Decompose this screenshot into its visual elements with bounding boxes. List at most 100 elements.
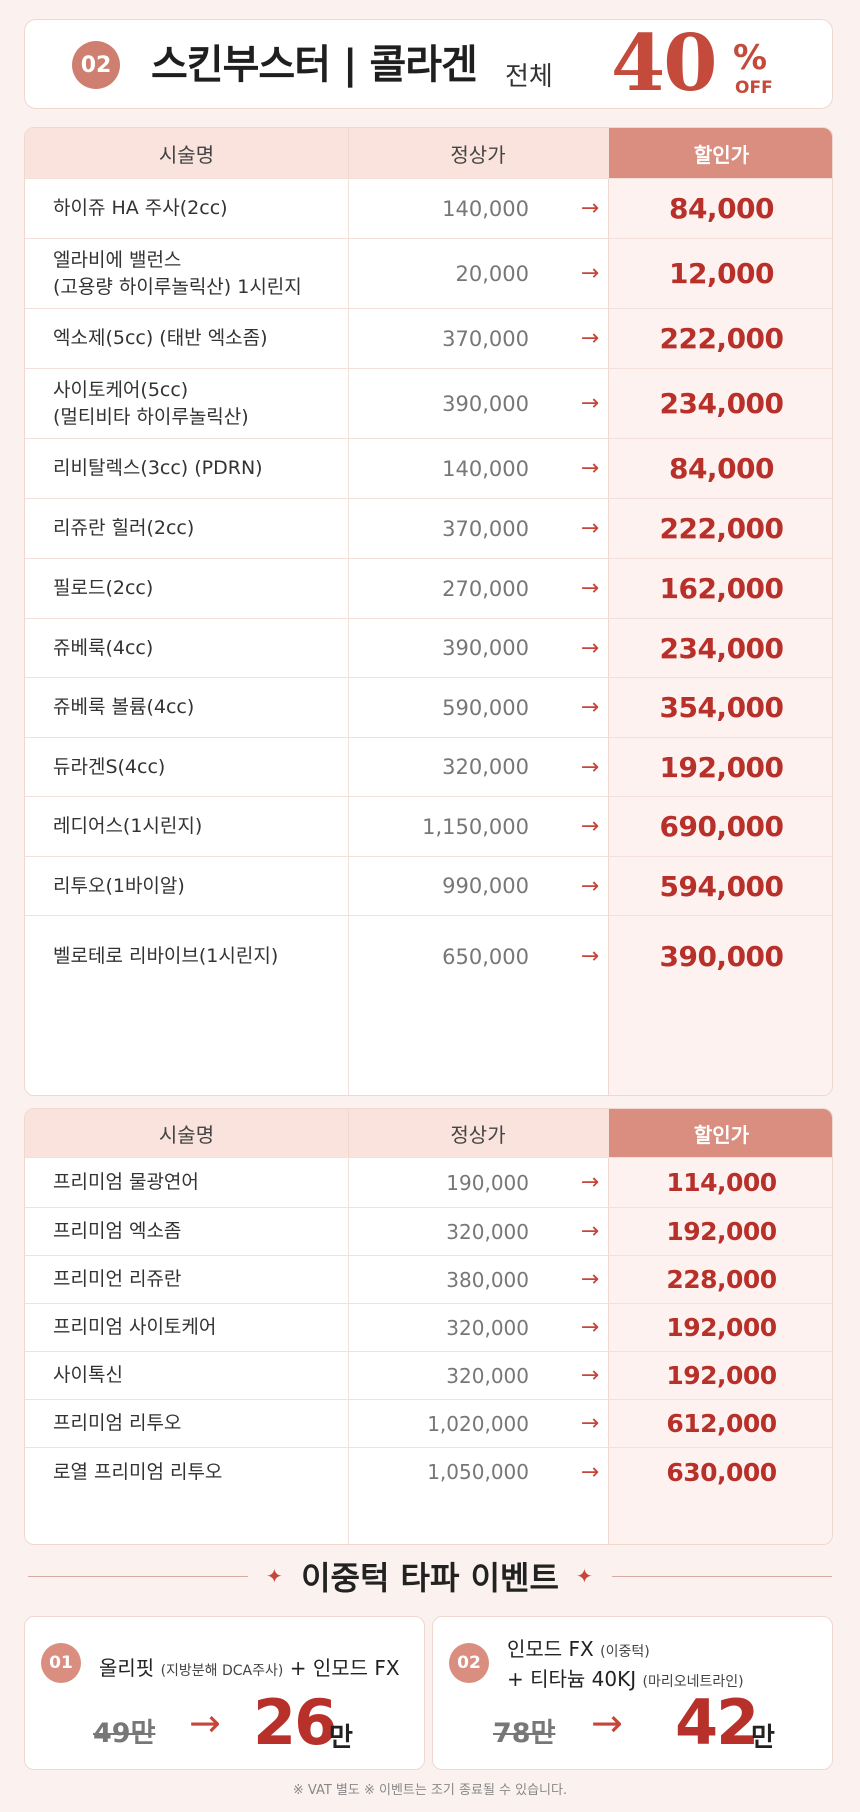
- product-name: 올리핏: [99, 1656, 155, 1680]
- treatment-name-line: 필로드(2cc): [53, 577, 154, 599]
- table-row: 프리미엄 엑소좀 320,000 → 192,000: [25, 1207, 832, 1255]
- treatment-name-line: (멀티비타 하이루놀릭산): [53, 405, 249, 428]
- column-header-name: 시술명: [158, 1122, 215, 1147]
- arrow-icon: →: [580, 1459, 600, 1485]
- sale-price: 390,000: [659, 940, 784, 973]
- treatment-name: 리비탈렉스(3cc) (PDRN): [53, 439, 343, 498]
- regular-price: 320,000: [446, 1219, 529, 1244]
- arrow-icon: →: [591, 1701, 623, 1745]
- sale-price: 228,000: [666, 1265, 777, 1294]
- table-row: 엑소제(5cc) (태반 엑소좀) 370,000 → 222,000: [25, 308, 832, 368]
- treatment-name: 로열 프리미엄 리투오: [53, 1448, 343, 1496]
- divider-line-left: [28, 1576, 248, 1577]
- regular-price: 380,000: [446, 1267, 529, 1292]
- product-name: + 티타늄 40KJ: [507, 1667, 643, 1691]
- column-header-regular-price: 정상가: [450, 142, 506, 167]
- treatment-name: 쥬베룩 볼륨(4cc): [53, 678, 343, 737]
- arrow-icon: →: [580, 456, 600, 481]
- treatment-name-line: 벨로테로 리바이브(1시린지): [53, 945, 279, 967]
- arrow-icon: →: [580, 516, 600, 541]
- event-card-badge: 02: [449, 1643, 489, 1683]
- footer-note: ※ VAT 별도 ※ 이벤트는 조기 종료될 수 있습니다.: [292, 1783, 568, 1798]
- table-header: 시술명 정상가 할인가: [25, 1109, 832, 1157]
- arrow-icon: →: [580, 576, 600, 601]
- product-note: (마리오네트라인): [642, 1674, 744, 1690]
- treatment-name: 프리미엄 사이토케어: [53, 1304, 343, 1351]
- regular-price: 590,000: [442, 695, 529, 720]
- arrow-icon: →: [580, 754, 600, 780]
- sale-column-bg: [609, 178, 832, 1095]
- arrow-icon: →: [580, 1411, 600, 1436]
- section-number-badge: 02: [72, 41, 120, 89]
- section-subtitle: 전체: [505, 62, 553, 92]
- table-row: 벨로테로 리바이브(1시린지) 650,000 → 390,000: [25, 915, 832, 997]
- regular-price: 990,000: [442, 874, 529, 898]
- sale-price: 192,000: [659, 750, 784, 784]
- treatment-name: 듀라겐S(4cc): [53, 738, 343, 796]
- sale-price: 612,000: [666, 1409, 777, 1438]
- arrow-icon: →: [580, 635, 600, 661]
- arrow-icon: →: [580, 1363, 600, 1388]
- original-price: 78만: [493, 1718, 556, 1749]
- treatment-name: 프리미엄 엑소좀: [53, 1208, 343, 1255]
- table-row: 하이쥬 HA 주사(2cc) 140,000 → 84,000: [25, 178, 832, 238]
- treatment-name-line: 프리미언 리쥬란: [53, 1268, 182, 1290]
- regular-price: 650,000: [442, 944, 529, 969]
- event-price: 26: [253, 1686, 337, 1759]
- treatment-name-line: 듀라겐S(4cc): [53, 755, 166, 778]
- table-header: 시술명 정상가 할인가: [25, 128, 832, 178]
- regular-price: 320,000: [446, 1363, 529, 1388]
- table-row: 리비탈렉스(3cc) (PDRN) 140,000 → 84,000: [25, 438, 832, 498]
- star-icon: ✦: [576, 1564, 593, 1588]
- treatment-name: 프리미엄 리투오: [53, 1400, 343, 1447]
- treatment-name-line: 프리미엄 사이토케어: [53, 1316, 217, 1338]
- regular-price: 270,000: [442, 576, 529, 601]
- treatment-name: 프리미엄 물광연어: [53, 1158, 343, 1207]
- sale-price: 222,000: [659, 512, 784, 545]
- table-row: 프리미엄 물광연어 190,000 → 114,000: [25, 1157, 832, 1207]
- regular-price: 1,020,000: [427, 1411, 529, 1436]
- section-header: 02 스킨부스터 | 콜라겐 전체 40 % OFF: [24, 19, 833, 109]
- arrow-icon: →: [580, 261, 600, 286]
- event-card-2: 02 인모드 FX (이중턱) + 티타늄 40KJ (마리오네트라인) 78만…: [432, 1616, 833, 1770]
- sale-price: 690,000: [659, 810, 784, 843]
- treatment-name: 레디어스(1시린지): [53, 797, 343, 856]
- treatment-name: 사이톡신: [53, 1352, 343, 1399]
- treatment-name-line: 프리미엄 물광연어: [53, 1171, 199, 1193]
- treatment-name-line: 로열 프리미엄 리투오: [53, 1460, 223, 1483]
- column-header-sale-price: 할인가: [609, 128, 832, 178]
- sale-price: 192,000: [666, 1361, 777, 1390]
- regular-price: 370,000: [442, 516, 529, 541]
- sale-column-bg: [609, 1157, 832, 1544]
- column-divider: [348, 1109, 349, 1157]
- table-row: 사이토케어(5cc) (멀티비타 하이루놀릭산) 390,000 → 234,000: [25, 368, 832, 438]
- arrow-icon: →: [189, 1701, 221, 1745]
- treatment-name-line: 사이토케어(5cc): [53, 378, 189, 401]
- event-card-description: 인모드 FX (이중턱): [507, 1633, 650, 1662]
- arrow-icon: →: [580, 873, 600, 899]
- table-row: 듀라겐S(4cc) 320,000 → 192,000: [25, 737, 832, 796]
- sale-price: 192,000: [666, 1313, 777, 1342]
- treatment-name-line: 쥬베룩 볼륨(4cc): [53, 696, 195, 718]
- treatment-name: 쥬베룩(4cc): [53, 619, 343, 677]
- treatment-name: 프리미언 리쥬란: [53, 1256, 343, 1303]
- original-price: 49만: [93, 1718, 156, 1749]
- treatment-name: 벨로테로 리바이브(1시린지): [53, 916, 343, 997]
- column-header-sale-price: 할인가: [609, 1109, 832, 1157]
- table-row: 로열 프리미엄 리투오 1,050,000 → 630,000: [25, 1447, 832, 1496]
- regular-price: 390,000: [442, 391, 529, 416]
- treatment-name-line: 레디어스(1시린지): [53, 815, 203, 837]
- sale-price: 162,000: [659, 572, 784, 605]
- treatment-name-line: 리투오(1바이알): [53, 874, 185, 897]
- treatment-name-line: 사이톡신: [53, 1364, 123, 1386]
- arrow-icon: →: [580, 1267, 600, 1292]
- treatment-name-line: 리비탈렉스(3cc) (PDRN): [53, 457, 263, 479]
- sale-price: 594,000: [659, 869, 784, 903]
- treatment-name-line: 엑소제(5cc) (태반 엑소좀): [53, 327, 268, 349]
- discount-number: 40: [611, 18, 718, 109]
- treatment-name: 리쥬란 힐러(2cc): [53, 499, 343, 558]
- regular-price: 390,000: [442, 636, 529, 660]
- event-card-1: 01 올리핏 (지방분해 DCA주사) + 인모드 FX 49만 → 26 만: [24, 1616, 425, 1770]
- column-divider: [348, 1157, 349, 1544]
- sale-price: 192,000: [666, 1217, 777, 1246]
